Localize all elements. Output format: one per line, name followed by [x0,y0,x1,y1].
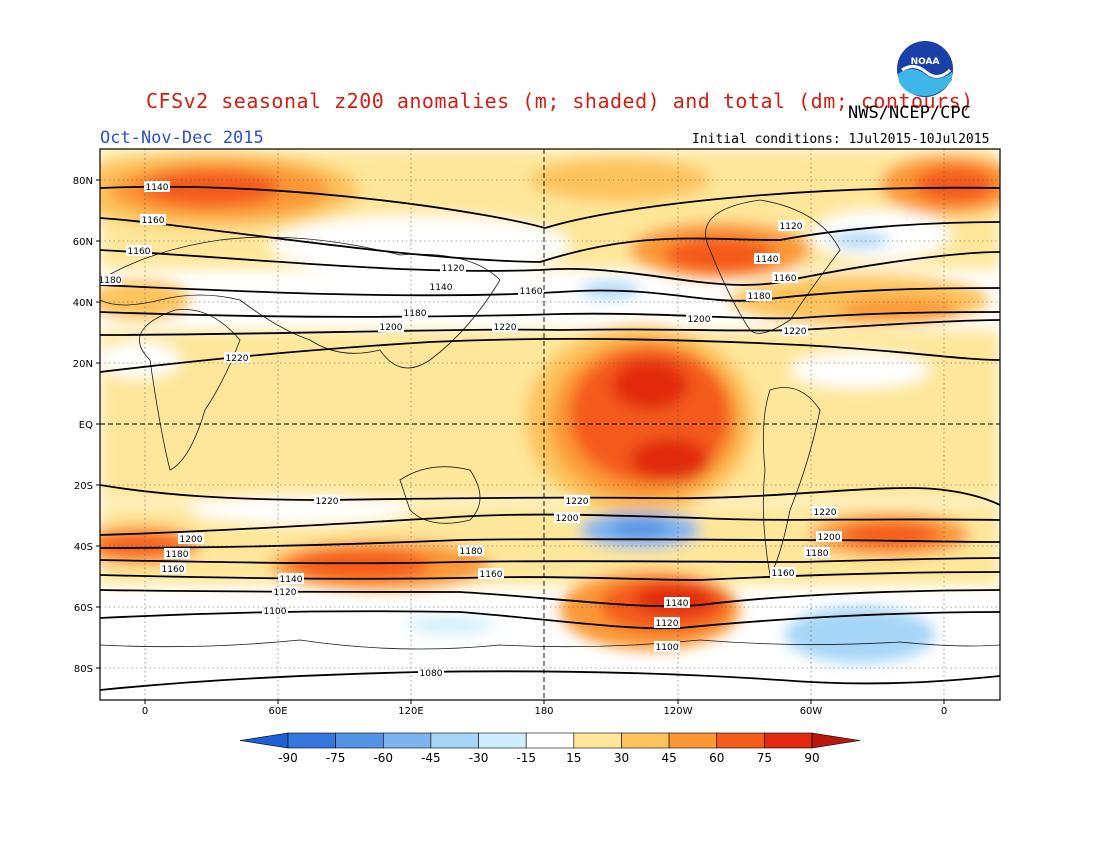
lat-label: 80N [73,176,93,187]
lat-label: 40N [73,298,93,309]
lat-label: 60N [73,237,93,248]
colorbar-tick-label: -30 [469,751,489,765]
colorbar-swatch [525,732,575,749]
latitude-labels: 80N 60N 40N 20N EQ 20S 40S 60S 80S [73,176,93,675]
colorbar-tick-label: -15 [516,751,536,765]
contour-label: 1160 [774,274,797,284]
contour-label: 1180 [806,549,829,559]
agency-label: NWS/NCEP/CPC [848,103,971,123]
lon-label: 60E [268,706,287,717]
contour-label: 1200 [556,514,579,524]
height-contours [100,185,1000,691]
colorbar-swatch [430,732,479,749]
contour-label: 1160 [520,287,543,297]
colorbar-tick-label: 30 [614,751,629,765]
coastlines [100,199,1000,650]
colorbar-tick-label: 60 [709,751,724,765]
lat-label: 40S [74,542,93,553]
lat-label: EQ [79,420,93,431]
anomaly-shading [100,149,1000,663]
colorbar-swatch [621,732,670,749]
colorbar-swatch [335,732,384,749]
colorbar-tick-label: 45 [661,751,676,765]
colorbar: -90 -75 -60 -45 -30 -15 15 30 45 60 75 90 [239,732,861,765]
colorbar-swatch [573,732,622,749]
colorbar-arrow-right [811,732,861,749]
longitude-labels: 0 60E 120E 180 120W 60W 0 [142,706,947,717]
colorbar-tick-label: 75 [757,751,772,765]
contour-label: 1220 [494,323,517,333]
lat-label: 60S [74,603,93,614]
plot-area: 1140 1160 1120 1140 1160 1180 1200 1220 … [99,149,1000,700]
lat-label: 20S [74,481,93,492]
contour-label: 1180 [99,276,122,286]
contour-label: 1220 [566,497,589,507]
noaa-logo-text: NOAA [911,57,940,67]
contour-label: 1120 [780,222,803,232]
colorbar-tick-label: 90 [804,751,819,765]
colorbar-tick-label: -75 [326,751,346,765]
contour-label: 1200 [688,315,711,325]
colorbar-swatch [287,732,336,749]
lon-label: 0 [941,706,947,717]
contour-label: 1140 [756,255,779,265]
contour-label-group: 1140 1160 1120 1140 1160 1180 1200 1220 … [99,181,842,679]
contour-label: 1200 [818,533,841,543]
contour-label: 1140 [280,575,303,585]
contour-label: 1140 [146,183,169,193]
contour-label: 1160 [772,569,795,579]
contour-label: 1220 [226,354,249,364]
colorbar-tick-label: -45 [421,751,441,765]
equator-dateline [100,149,1000,700]
colorbar-tick-label: -90 [278,751,298,765]
colorbar-swatch [382,732,432,749]
axis-ticks [96,179,945,704]
contour-label: 1160 [480,570,503,580]
contour-label: 1180 [404,309,427,319]
contour-label: 1100 [656,643,679,653]
colorbar-tick-label: 15 [566,751,581,765]
contour-label: 1120 [274,588,297,598]
contour-label: 1120 [442,264,465,274]
contour-label: 1200 [180,535,203,545]
contour-label: 1160 [142,216,165,226]
lon-label: 120E [398,706,423,717]
initial-conditions-label: Initial conditions: 1Jul2015-10Jul2015 [692,132,990,147]
lat-label: 20N [73,359,93,370]
contour-label: 1180 [748,292,771,302]
figure-title: CFSv2 seasonal z200 anomalies (m; shaded… [146,89,974,113]
noaa-logo-icon: NOAA [897,41,953,97]
contour-label: 1160 [128,247,151,257]
colorbar-swatch [716,732,765,749]
lon-label: 0 [142,706,148,717]
contour-label: 1140 [666,599,689,609]
graticule [100,149,1000,700]
contour-label: 1220 [784,327,807,337]
contour-label: 1140 [430,283,453,293]
contour-label: 1180 [460,547,483,557]
colorbar-tick-label: -60 [373,751,393,765]
contour-label: 1200 [380,323,403,333]
contour-label: 1080 [420,669,443,679]
colorbar-swatch [764,732,813,749]
contour-label: 1180 [166,550,189,560]
contour-label: 1100 [264,607,287,617]
season-label: Oct-Nov-Dec 2015 [100,128,264,148]
colorbar-arrow-left [239,732,289,749]
contour-label: 1120 [656,619,679,629]
colorbar-swatch [668,732,718,749]
contour-label: 1220 [814,508,837,518]
colorbar-swatch [478,732,527,749]
contour-label: 1160 [162,565,185,575]
lon-label: 60W [800,706,823,717]
lon-label: 180 [534,706,553,717]
lat-label: 80S [74,664,93,675]
contour-label: 1220 [316,497,339,507]
lon-label: 120W [664,706,693,717]
